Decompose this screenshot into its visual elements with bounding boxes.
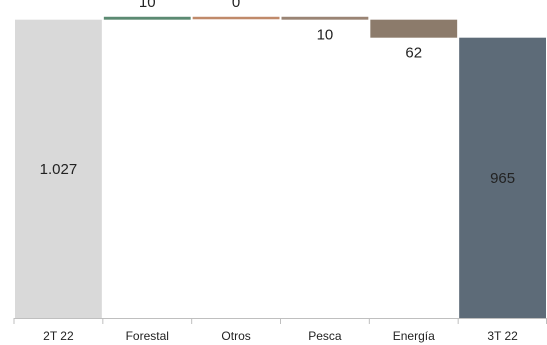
bars-group <box>15 16 546 319</box>
data-label-3t-22: 965 <box>490 170 515 187</box>
category-label-energia: Energía <box>393 329 435 343</box>
data-label-pesca: 10 <box>317 27 334 44</box>
category-label-2t-22: 2T 22 <box>43 329 74 343</box>
bar-forestal <box>103 16 191 20</box>
data-label-otros: 0 <box>232 0 240 11</box>
bar-pesca <box>281 16 369 20</box>
data-label-2t-22: 1.027 <box>40 161 78 178</box>
data-label-energia: 62 <box>405 45 422 62</box>
bar-otros <box>192 16 280 20</box>
data-labels-group: 1.027 10 0 10 62 965 <box>40 0 515 187</box>
category-label-otros: Otros <box>221 329 250 343</box>
category-label-3t-22: 3T 22 <box>487 329 518 343</box>
category-label-pesca: Pesca <box>308 329 342 343</box>
bar-3t-22 <box>459 37 546 318</box>
bar-2t-22 <box>15 19 102 319</box>
data-label-forestal: 10 <box>139 0 156 11</box>
bar-energia <box>370 19 458 38</box>
category-label-forestal: Forestal <box>126 329 169 343</box>
category-labels-group: 2T 22 Forestal Otros Pesca Energía 3T 22 <box>43 329 518 343</box>
